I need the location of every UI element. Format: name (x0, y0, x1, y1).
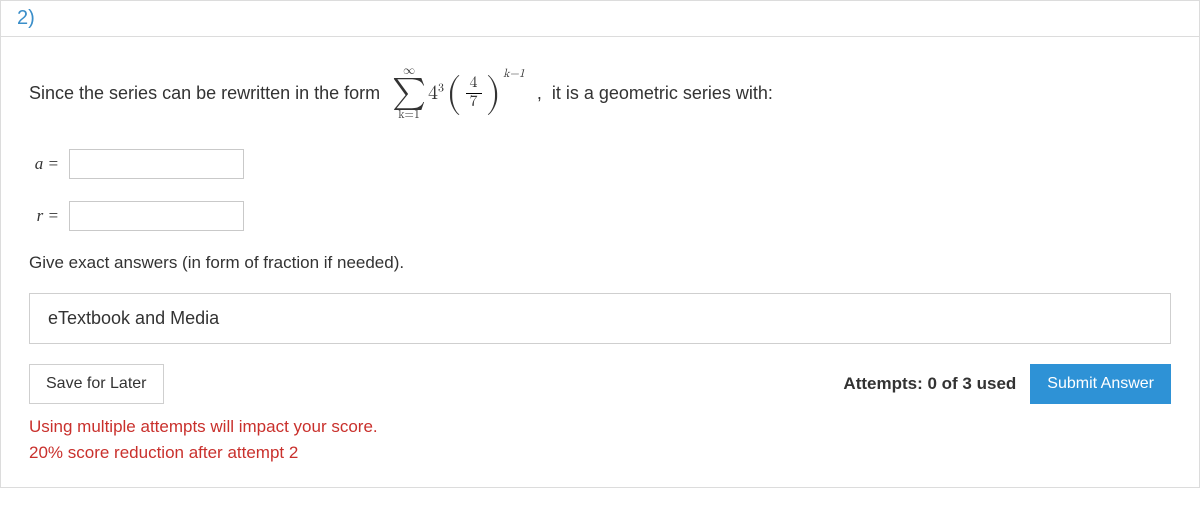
attempt-policy: Using multiple attempts will impact your… (29, 414, 1171, 465)
sigma-block: ∞ ∑ k=1 (392, 65, 426, 121)
stem-text-before: Since the series can be rewritten in the… (29, 83, 380, 104)
right-paren: ) (486, 75, 502, 111)
attempts-text: Attempts: 0 of 3 used (843, 374, 1016, 394)
etextbook-button[interactable]: eTextbook and Media (29, 293, 1171, 344)
math-expression: ∞ ∑ k=1 43 ( 4 7 ) k−1 (392, 65, 525, 121)
sigma-icon: ∑ (392, 77, 426, 109)
label-r: r = (29, 206, 59, 226)
footer-row: Save for Later Attempts: 0 of 3 used Sub… (29, 364, 1171, 404)
input-a[interactable] (69, 149, 244, 179)
policy-line-2: 20% score reduction after attempt 2 (29, 440, 1171, 466)
fraction: 4 7 (466, 75, 482, 111)
outer-exponent: k−1 (503, 67, 525, 81)
label-a: a = (29, 154, 59, 174)
input-r[interactable] (69, 201, 244, 231)
question-number: 2) (17, 7, 35, 29)
left-paren: ( (446, 75, 462, 111)
question-header: 2) (0, 0, 1200, 36)
answer-row-r: r = (29, 201, 1171, 231)
save-for-later-button[interactable]: Save for Later (29, 364, 164, 404)
coeff-exp: 3 (438, 82, 444, 94)
coefficient: 43 (428, 81, 444, 105)
fraction-numerator: 4 (466, 75, 482, 94)
hint-text: Give exact answers (in form of fraction … (29, 253, 1171, 273)
submit-answer-button[interactable]: Submit Answer (1030, 364, 1171, 404)
answer-row-a: a = (29, 149, 1171, 179)
sigma-lower: k=1 (398, 109, 420, 121)
etextbook-label: eTextbook and Media (48, 308, 219, 328)
sigma-upper: ∞ (403, 65, 415, 77)
coeff-base: 4 (428, 83, 438, 103)
question-panel: Since the series can be rewritten in the… (0, 36, 1200, 488)
question-stem: Since the series can be rewritten in the… (29, 65, 1171, 121)
stem-text-after: , it is a geometric series with: (537, 83, 773, 104)
fraction-denominator: 7 (466, 94, 482, 112)
policy-line-1: Using multiple attempts will impact your… (29, 414, 1171, 440)
